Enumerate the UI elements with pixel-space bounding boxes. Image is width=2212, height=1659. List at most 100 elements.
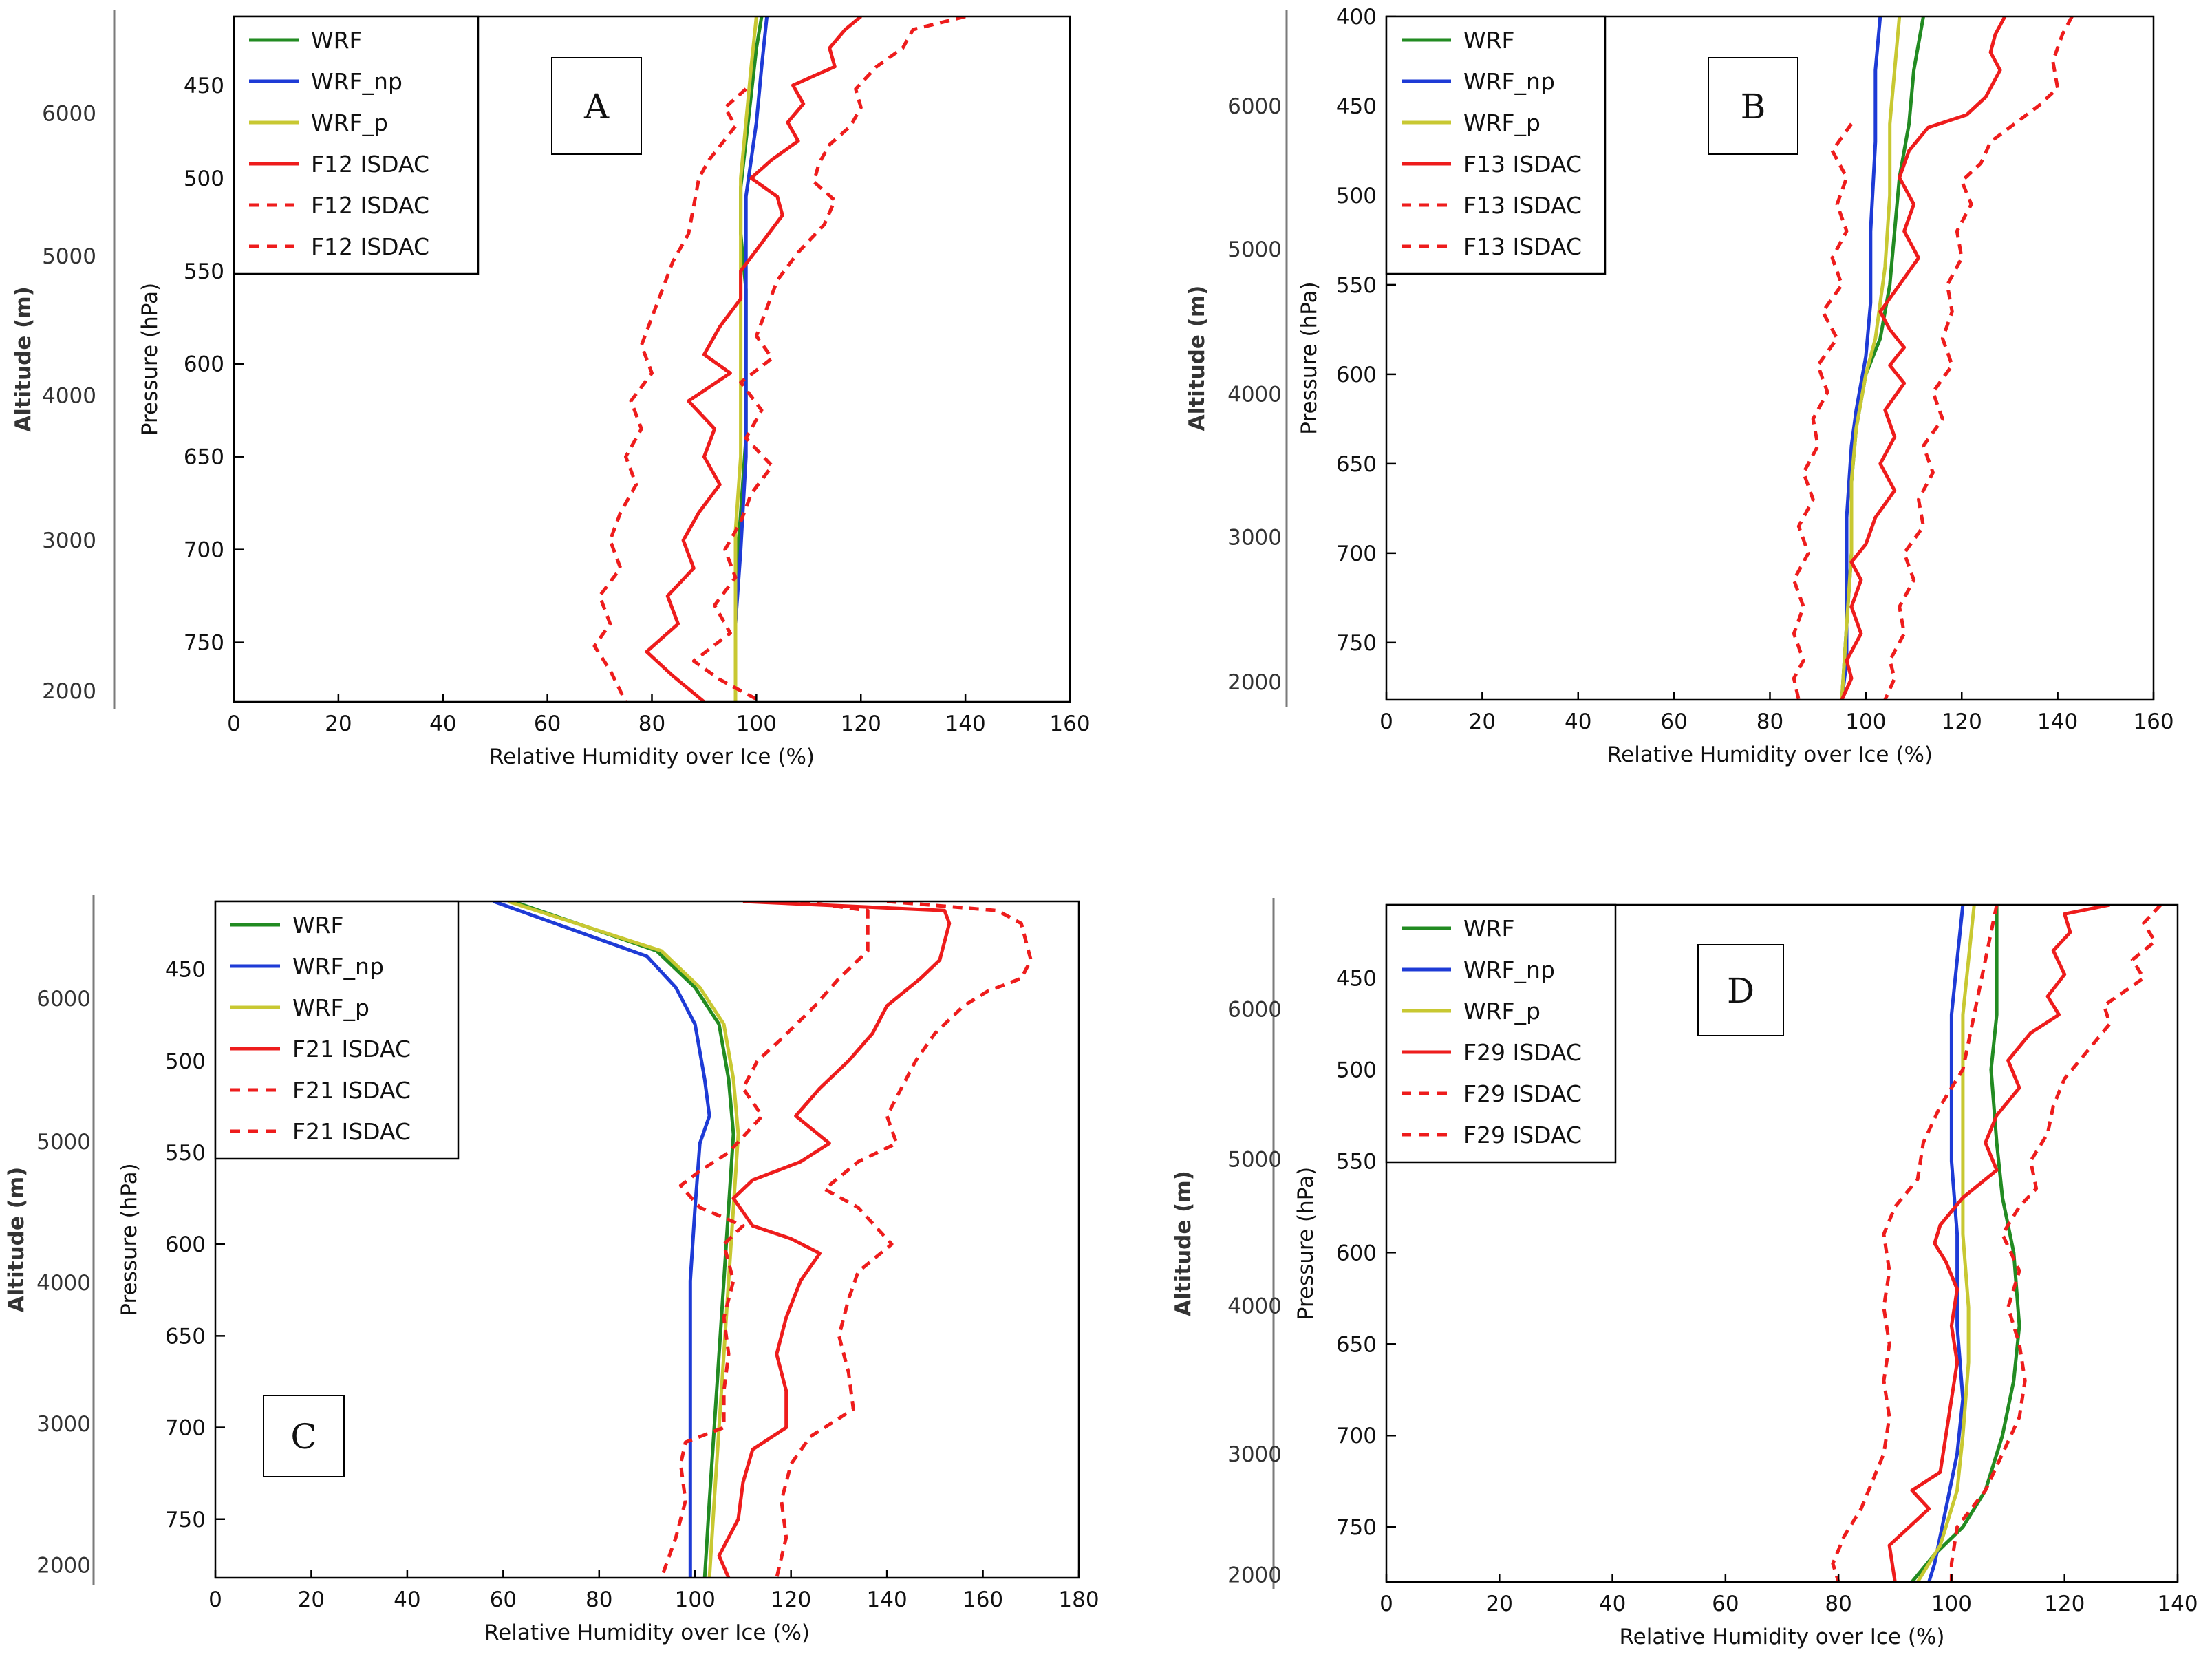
legend-entry-label: WRF_np <box>1463 68 1555 95</box>
series-line-1 <box>1910 905 2021 1582</box>
series-line-2 <box>733 17 769 702</box>
altitude-tick-label: 4000 <box>42 384 96 409</box>
y-tick-label: 550 <box>1336 1149 1377 1174</box>
series-line-6 <box>1792 122 1854 700</box>
x-tick-label: 0 <box>1379 709 1393 734</box>
series-line-4 <box>645 17 862 702</box>
x-axis-title: Relative Humidity over Ice (%) <box>489 745 815 769</box>
legend-entry-label: WRF_np <box>1463 956 1555 983</box>
series-line-5 <box>691 17 966 702</box>
x-tick-label: 20 <box>1469 709 1496 734</box>
altitude-tick-label: 5000 <box>36 1130 91 1155</box>
x-axis-title: Relative Humidity over Ice (%) <box>484 1620 810 1645</box>
x-tick-label: 160 <box>2133 709 2173 734</box>
x-tick-label: 60 <box>1660 709 1687 734</box>
series-line-3 <box>1915 905 1976 1582</box>
legend-entry-label: F13 ISDAC <box>1463 233 1582 260</box>
legend-entry-label: WRF <box>292 912 344 939</box>
y-tick-label: 700 <box>1336 1424 1377 1448</box>
y-tick-label: 500 <box>1336 1058 1377 1082</box>
altitude-tick-label: 6000 <box>1227 94 1282 119</box>
y-tick-label: 550 <box>184 259 224 284</box>
x-tick-label: 20 <box>325 711 352 736</box>
y-tick-label: 750 <box>184 631 224 656</box>
series-line-3 <box>1840 17 1902 700</box>
legend-box <box>233 15 480 275</box>
y-tick-label: 550 <box>1336 273 1377 298</box>
legend-entry-label: F29 ISDAC <box>1463 1080 1582 1107</box>
x-tick-label: 160 <box>1049 711 1090 736</box>
y-tick-label: 750 <box>1336 1515 1377 1540</box>
x-tick-label: 20 <box>1486 1592 1513 1616</box>
y-tick-label: 650 <box>184 445 224 470</box>
legend: WRF WRF_np WRF_p F21 ISDAC F21 ISDAC F21 ISDA… <box>214 900 460 1160</box>
altitude-tick-label: 3000 <box>42 528 96 553</box>
altitude-tick-label: 2000 <box>1227 1563 1282 1587</box>
series-line-3 <box>507 901 740 1578</box>
x-tick-label: 100 <box>1931 1592 1972 1616</box>
x-tick-label: 40 <box>429 711 456 736</box>
altitude-tick-label: 6000 <box>42 101 96 126</box>
series-group <box>493 901 1033 1578</box>
y-tick-label: 500 <box>1336 184 1377 208</box>
series-line-2 <box>1927 905 1965 1582</box>
y-tick-label: 450 <box>1336 94 1377 119</box>
panel-letter: B <box>1741 87 1766 127</box>
series-line-2 <box>493 901 711 1578</box>
y-tick-label: 450 <box>1336 966 1377 991</box>
legend-entry-label: WRF <box>311 27 363 54</box>
legend-entry-label: WRF_p <box>1463 998 1540 1025</box>
panel-letter: A <box>583 87 610 127</box>
y-tick-label: 400 <box>1336 5 1377 30</box>
altitude-axis-title: Altitude (m) <box>1171 1170 1196 1316</box>
series-group <box>1792 17 2074 700</box>
x-tick-label: 60 <box>490 1587 517 1612</box>
series-line-5 <box>1883 17 2074 700</box>
altitude-tick-label: 3000 <box>1227 525 1282 550</box>
altitude-axis-title: Altitude (m) <box>4 1167 29 1313</box>
x-tick-label: 180 <box>1058 1587 1099 1612</box>
altitude-tick-label: 2000 <box>42 679 96 704</box>
x-tick-label: 120 <box>841 711 881 736</box>
plot-frame <box>214 900 1080 1579</box>
panel-letter-box <box>1708 57 1798 155</box>
x-tick-label: 0 <box>208 1587 222 1612</box>
legend-box <box>1385 903 1617 1164</box>
series-line-3 <box>733 17 758 702</box>
altitude-tick-label: 6000 <box>1227 998 1282 1023</box>
series-line-5 <box>1949 905 2162 1582</box>
x-tick-label: 40 <box>1565 709 1591 734</box>
altitude-tick-label: 3000 <box>36 1412 91 1437</box>
legend-entry-label: F29 ISDAC <box>1463 1039 1582 1066</box>
legend-entry-label: F12 ISDAC <box>311 151 429 178</box>
series-line-6 <box>660 901 870 1578</box>
plot-frame <box>1385 903 2179 1583</box>
x-tick-label: 140 <box>945 711 986 736</box>
x-tick-label: 0 <box>227 711 241 736</box>
y-tick-label: 600 <box>165 1232 206 1257</box>
x-tick-label: 60 <box>534 711 561 736</box>
y-axis-title: Pressure (hPa) <box>1297 281 1322 434</box>
x-tick-label: 80 <box>1757 709 1783 734</box>
legend: WRF WRF_np WRF_p F13 ISDAC F13 ISDAC F13 ISDA… <box>1385 15 1607 275</box>
x-tick-label: 80 <box>1825 1592 1851 1616</box>
x-tick-label: 100 <box>675 1587 716 1612</box>
series-line-1 <box>512 901 735 1578</box>
panel-letter-box <box>551 57 642 155</box>
legend-entry-label: WRF <box>1463 27 1515 54</box>
x-tick-label: 40 <box>1599 1592 1626 1616</box>
y-tick-label: 550 <box>165 1141 206 1166</box>
y-tick-label: 600 <box>1336 1241 1377 1265</box>
y-axis-title: Pressure (hPa) <box>1293 1167 1318 1320</box>
y-tick-label: 450 <box>165 958 206 983</box>
y-tick-label: 650 <box>1336 452 1377 477</box>
y-tick-label: 600 <box>1336 363 1377 387</box>
x-tick-label: 120 <box>771 1587 811 1612</box>
altitude-tick-label: 2000 <box>36 1553 91 1578</box>
legend-entry-label: WRF <box>1463 915 1515 942</box>
panel-letter: C <box>290 1417 316 1457</box>
x-tick-label: 100 <box>1845 709 1886 734</box>
panel-a-chart: 0 20 40 60 80 100 120 140 160 450 500 550 600 650 700 7… <box>11 10 1091 769</box>
series-line-6 <box>1831 905 1999 1582</box>
